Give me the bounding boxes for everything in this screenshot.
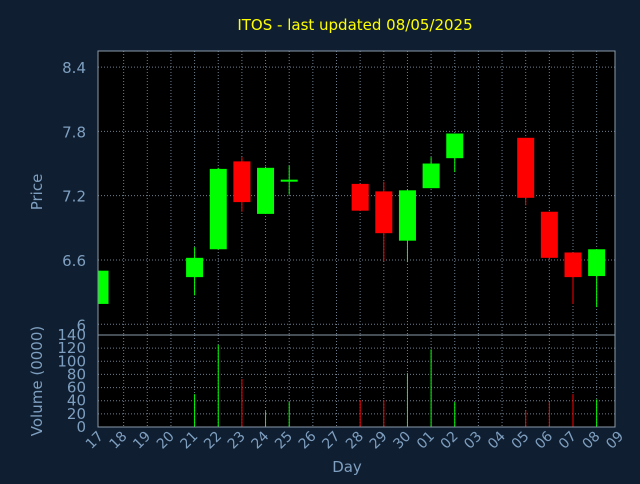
candle: [186, 247, 204, 296]
candle: [351, 183, 369, 211]
volume-frame: [97, 334, 616, 428]
candle: [98, 270, 109, 304]
x-tick-label: 04: [485, 428, 509, 452]
candle: [233, 157, 251, 212]
price-tick-label: 7.2: [62, 188, 86, 206]
candle-body: [209, 168, 227, 250]
x-tick-label: 21: [178, 429, 202, 453]
price-tick-label: 6: [76, 316, 86, 334]
candle-body: [280, 179, 298, 182]
x-tick-label: 20: [154, 429, 178, 453]
candle-body: [186, 257, 204, 278]
x-tick-label: 28: [343, 429, 367, 453]
x-tick-label: 06: [532, 428, 556, 452]
candle-body: [422, 163, 440, 189]
x-tick-label: 23: [225, 429, 249, 453]
candle-body: [98, 270, 109, 304]
candle: [517, 137, 535, 206]
volume-tick-label: 40: [67, 392, 86, 410]
volume-tick-label: 60: [67, 379, 86, 397]
volume-tick-label: 120: [57, 339, 86, 357]
volume-tick-label: 0: [76, 418, 86, 436]
candle: [422, 157, 440, 189]
x-tick-label: 22: [201, 429, 225, 453]
x-tick-label: 02: [438, 429, 462, 453]
volume-panel: [98, 335, 615, 427]
x-tick-label: 17: [83, 429, 107, 453]
x-tick-label: 08: [580, 429, 604, 453]
candle: [209, 167, 227, 250]
volume-axis-label: Volume (0000): [28, 326, 46, 436]
x-tick-label: 09: [603, 429, 627, 453]
candle-body: [446, 133, 464, 159]
x-tick-label: 03: [461, 429, 485, 453]
volume-tick-label: 20: [67, 405, 86, 423]
candle: [588, 249, 606, 308]
candle-body: [564, 252, 582, 278]
x-tick-label: 26: [296, 428, 320, 452]
candle: [446, 133, 464, 173]
candle-body: [517, 137, 535, 198]
x-ticks: 17 18 19 20 21 22 23 24 25 26 27 28 29 30 01 02 03 04 05 06…: [83, 428, 627, 452]
price-y-ticks: 8.4 7.8 7.2 6.6 6: [62, 59, 86, 334]
volume-tick-label: 140: [57, 326, 86, 344]
candle-body: [540, 211, 558, 258]
candle-body: [351, 183, 369, 211]
candle: [564, 252, 582, 304]
price-tick-label: 8.4: [62, 59, 86, 77]
chart-title: ITOS - last updated 08/05/2025: [237, 16, 472, 34]
candlestick-series: [98, 133, 606, 308]
candle-body: [588, 249, 606, 277]
x-tick-label: 07: [556, 429, 580, 453]
candle-body: [398, 190, 416, 241]
candle-body: [375, 191, 393, 234]
price-tick-label: 6.6: [62, 252, 86, 270]
volume-series: [194, 344, 598, 427]
volume-tick-label: 80: [67, 365, 86, 383]
candle-body: [257, 167, 275, 214]
x-tick-label: 05: [509, 429, 533, 453]
x-tick-label: 25: [272, 429, 296, 453]
x-axis-label: Day: [332, 458, 362, 476]
candle: [257, 166, 275, 214]
volume-tick-label: 100: [57, 352, 86, 370]
x-tick-label: 24: [248, 428, 272, 452]
candle-body: [233, 161, 251, 203]
candle: [375, 181, 393, 262]
x-tick-label: 27: [319, 429, 343, 453]
x-tick-label: 30: [390, 429, 414, 453]
x-tick-label: 01: [414, 429, 438, 453]
volume-grid: [98, 335, 615, 427]
x-tick-label: 19: [130, 429, 154, 453]
candle: [398, 189, 416, 263]
candle: [540, 211, 558, 260]
x-tick-label: 29: [367, 429, 391, 453]
price-axis-label: Price: [28, 174, 46, 211]
price-tick-label: 7.8: [62, 123, 86, 141]
candle: [280, 165, 298, 195]
x-tick-label: 18: [107, 429, 131, 453]
